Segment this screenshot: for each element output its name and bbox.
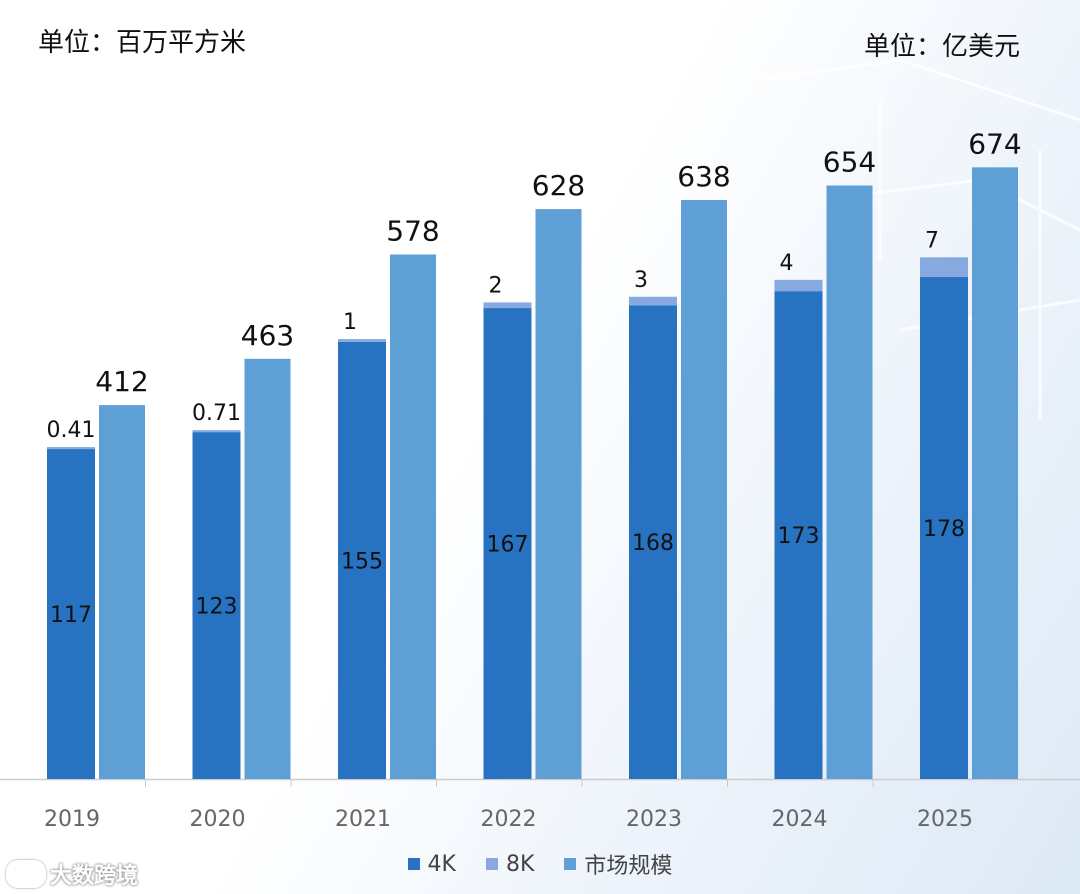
legend-item-8k: 8K [485,848,535,880]
bar-market-2023 [681,200,727,779]
watermark-logo-icon [6,860,46,888]
label-8k-2023: 3 [634,268,648,293]
label-8k-2019: 0.41 [47,418,96,443]
label-4k-2025: 178 [923,517,965,542]
label-market-2019: 412 [95,365,148,398]
bar-market-2024 [826,185,873,779]
label-8k-2021: 1 [343,310,357,335]
legend-label-4k: 4K [427,851,456,877]
label-4k-2019: 117 [50,603,92,628]
right-axis-unit: 单位：亿美元 [863,32,1020,62]
label-8k-2022: 2 [489,273,503,298]
bar-market-2022 [535,209,582,780]
bar-4k-2020 [192,432,241,779]
x-tick-2023: 2023 [626,807,682,832]
legend-label-8k: 8K [505,851,535,877]
legend-swatch-market [564,858,577,870]
bar-4k-2025 [920,277,968,779]
watermark: 大数跨境 [6,858,138,890]
label-8k-2020: 0.71 [192,401,241,426]
bar-market-2025 [972,167,1018,780]
bar-4k-2023 [629,305,677,779]
label-market-2023: 638 [677,160,730,193]
label-market-2025: 674 [968,127,1021,160]
bar-8k-2019 [47,447,95,450]
bar-8k-2022 [483,302,532,309]
x-tick-2024: 2024 [772,807,828,832]
label-4k-2020: 123 [196,595,238,620]
bar-8k-2021 [338,339,386,342]
x-tick-2020: 2020 [190,807,246,832]
legend-swatch-4k [407,858,420,870]
legend-swatch-8k [485,858,498,870]
bar-4k-2019 [47,449,95,779]
bar-market-2021 [390,254,436,780]
bar-market-2019 [99,405,145,779]
label-market-2020: 463 [241,319,294,352]
x-tick-2021: 2021 [335,807,391,832]
x-tick-2019: 2019 [44,807,100,832]
legend-label-market: 市场规模 [584,854,673,879]
legend-item-4k: 4K [407,848,456,880]
label-4k-2021: 155 [341,549,383,574]
label-market-2024: 654 [823,145,876,178]
label-market-2021: 578 [386,214,439,247]
x-tick-2022: 2022 [481,807,537,832]
bar-market-2020 [244,358,291,779]
label-4k-2024: 173 [778,524,820,549]
x-tick-2025: 2025 [917,807,973,832]
bar-8k-2025 [920,257,968,278]
legend: 4K 8K 市场规模 [0,848,1080,880]
bar-8k-2024 [774,279,823,292]
label-4k-2023: 168 [632,531,674,556]
left-axis-unit: 单位：百万平方米 [38,28,247,58]
bar-4k-2024 [774,291,823,779]
bar-8k-2023 [629,296,677,306]
label-4k-2022: 167 [487,533,529,558]
label-market-2022: 628 [532,169,585,202]
label-8k-2024: 4 [780,251,794,276]
watermark-text: 大数跨境 [50,864,139,889]
legend-item-market: 市场规模 [564,848,672,880]
label-8k-2025: 7 [925,228,939,253]
bar-4k-2021 [338,341,386,779]
bar-8k-2020 [192,430,241,433]
bar-4k-2022 [483,308,532,779]
